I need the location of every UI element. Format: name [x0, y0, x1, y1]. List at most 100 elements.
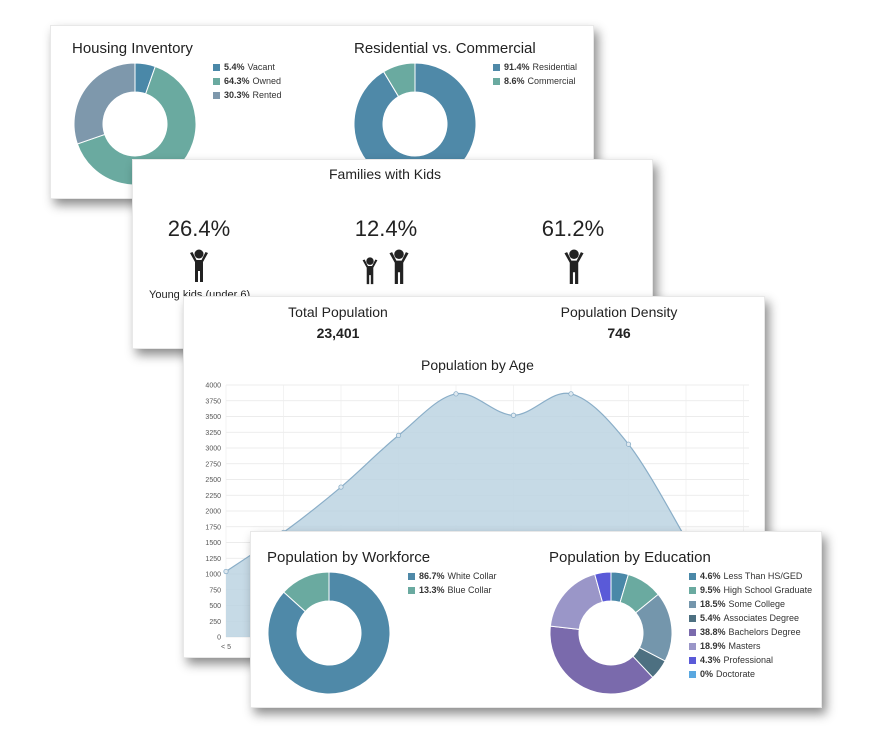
legend-label: White Collar — [447, 571, 497, 581]
workforce-legend-item: 86.7% White Collar — [408, 569, 497, 583]
housing-legend-item: 64.3% Owned — [213, 74, 282, 88]
age-data-point — [338, 484, 344, 490]
legend-label: Bachelors Degree — [728, 627, 801, 637]
workforce-slice-white-collar — [267, 571, 391, 695]
housing-slice-rented — [73, 62, 136, 145]
housing-legend-item: 30.3% Rented — [213, 88, 282, 102]
legend-swatch — [689, 656, 696, 664]
legend-pct: 4.6% — [700, 571, 721, 581]
legend-swatch — [689, 600, 696, 608]
x-tick-label: < 5 — [221, 644, 231, 651]
education-legend-item: 4.6% Less Than HS/GED — [689, 569, 812, 583]
education-slice-bachelors-degree — [549, 625, 654, 695]
y-tick-label: 2750 — [205, 461, 221, 468]
legend-pct: 86.7% — [419, 571, 445, 581]
legend-pct: 64.3% — [224, 76, 250, 86]
y-tick-label: 2500 — [205, 477, 221, 484]
y-tick-label: 1750 — [205, 524, 221, 531]
legend-label: Rented — [252, 90, 282, 100]
residential-legend-item: 8.6% Commercial — [493, 74, 577, 88]
total-population-value: 23,401 — [316, 325, 360, 341]
legend-label: Less Than HS/GED — [723, 571, 803, 581]
y-tick-label: 3500 — [205, 414, 221, 421]
housing-legend: 5.4% Vacant 64.3% Owned 30.3% Rented — [213, 60, 282, 102]
legend-pct: 18.9% — [700, 641, 726, 651]
families-pct-both: 12.4% — [354, 216, 418, 241]
legend-pct: 38.8% — [700, 627, 726, 637]
older-child-icon — [564, 249, 584, 284]
y-tick-label: 750 — [209, 587, 221, 594]
legend-label: Residential — [532, 62, 578, 72]
education-title: Population by Education — [549, 549, 711, 566]
y-tick-label: 2000 — [205, 509, 221, 516]
population-density-value: 746 — [607, 325, 631, 341]
y-tick-label: 1500 — [205, 540, 221, 547]
legend-swatch — [689, 572, 696, 580]
y-tick-label: 3000 — [205, 446, 221, 453]
residential-title: Residential vs. Commercial — [354, 40, 536, 57]
families-pct-young: 26.4% — [167, 216, 231, 241]
workforce-title: Population by Workforce — [267, 549, 431, 566]
child-icon — [190, 249, 208, 282]
y-tick-label: 3250 — [205, 430, 221, 437]
legend-pct: 9.5% — [700, 585, 721, 595]
legend-pct: 18.5% — [700, 599, 726, 609]
legend-swatch — [213, 77, 220, 85]
child-icon-large — [389, 249, 409, 284]
age-chart-title: Population by Age — [421, 357, 534, 373]
legend-label: Owned — [252, 76, 282, 86]
families-pct-older: 61.2% — [541, 216, 605, 241]
workforce-donut-chart — [267, 571, 391, 695]
age-data-point — [625, 441, 632, 447]
y-tick-label: 250 — [209, 619, 221, 626]
housing-title: Housing Inventory — [72, 40, 193, 57]
legend-pct: 8.6% — [504, 76, 525, 86]
families-title: Families with Kids — [329, 166, 442, 182]
legend-label: Doctorate — [716, 669, 756, 679]
legend-swatch — [213, 63, 220, 71]
legend-swatch — [213, 91, 220, 99]
y-tick-label: 1250 — [205, 556, 221, 563]
residential-slice-residential — [353, 62, 477, 186]
housing-slice-owned — [76, 65, 197, 186]
age-data-point — [453, 391, 459, 397]
legend-swatch — [689, 614, 696, 622]
residential-donut-chart — [353, 62, 477, 186]
education-legend-item: 5.4% Associates Degree — [689, 611, 812, 625]
workforce-legend: 86.7% White Collar 13.3% Blue Collar — [408, 569, 497, 597]
legend-swatch — [689, 670, 696, 678]
small-child-icon — [362, 257, 378, 285]
population-density-label: Population Density — [560, 304, 678, 320]
legend-pct: 91.4% — [504, 62, 530, 72]
legend-label: Commercial — [527, 76, 576, 86]
residential-slice-commercial — [382, 62, 416, 98]
legend-pct: 13.3% — [419, 585, 445, 595]
education-slice-masters — [549, 573, 604, 630]
education-legend-item: 4.3% Professional — [689, 653, 812, 667]
housing-legend-item: 5.4% Vacant — [213, 60, 282, 74]
education-legend-item: 9.5% High School Graduate — [689, 583, 812, 597]
legend-pct: 5.4% — [700, 613, 721, 623]
residential-legend: 91.4% Residential 8.6% Commercial — [493, 60, 577, 88]
legend-pct: 30.3% — [224, 90, 250, 100]
legend-swatch — [408, 572, 415, 580]
education-legend-item: 18.9% Masters — [689, 639, 812, 653]
legend-label: Professional — [723, 655, 774, 665]
housing-donut-chart — [73, 62, 197, 186]
y-tick-label: 4000 — [205, 383, 221, 390]
age-data-point — [568, 391, 574, 397]
legend-label: Some College — [728, 599, 786, 609]
education-legend-item: 0% Doctorate — [689, 667, 812, 681]
legend-swatch — [493, 77, 500, 85]
y-tick-label: 500 — [209, 603, 221, 610]
age-data-point — [223, 568, 229, 575]
legend-label: High School Graduate — [723, 585, 813, 595]
legend-pct: 0% — [700, 669, 714, 679]
legend-label: Associates Degree — [723, 613, 800, 623]
y-tick-label: 3750 — [205, 398, 221, 405]
workforce-slice-blue-collar — [283, 571, 330, 613]
age-data-point — [510, 412, 517, 418]
legend-pct: 4.3% — [700, 655, 721, 665]
legend-swatch — [493, 63, 500, 71]
education-slice-professional — [594, 571, 612, 603]
